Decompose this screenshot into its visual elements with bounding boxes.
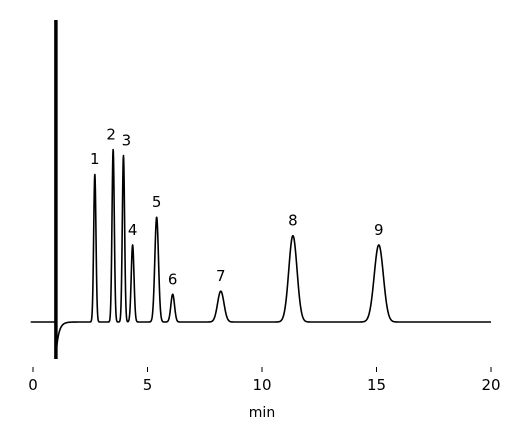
x-tick-label: 15: [367, 376, 386, 394]
x-tick-label: 20: [481, 376, 500, 394]
peak-label-6: 6: [168, 270, 178, 288]
peak-label-1: 1: [90, 150, 100, 168]
peak-label-4: 4: [128, 221, 138, 239]
peak-label-8: 8: [288, 212, 298, 230]
peak-labels: 12 3 45 6 7 8 9: [90, 125, 384, 288]
chromatogram-trace: [30, 148, 492, 350]
peak-label-3: 3: [122, 132, 132, 150]
peak-label-7: 7: [216, 267, 226, 285]
peak-label-5: 5: [152, 193, 162, 211]
x-axis-ticks: 0 5 10 15 20: [28, 367, 501, 394]
x-tick-label: 5: [143, 376, 153, 394]
x-tick-label: 0: [28, 376, 38, 394]
peak-label-9: 9: [374, 221, 384, 239]
x-tick-label: 10: [252, 376, 271, 394]
peak-label-2: 2: [106, 125, 116, 143]
x-axis-title: min: [249, 405, 275, 421]
